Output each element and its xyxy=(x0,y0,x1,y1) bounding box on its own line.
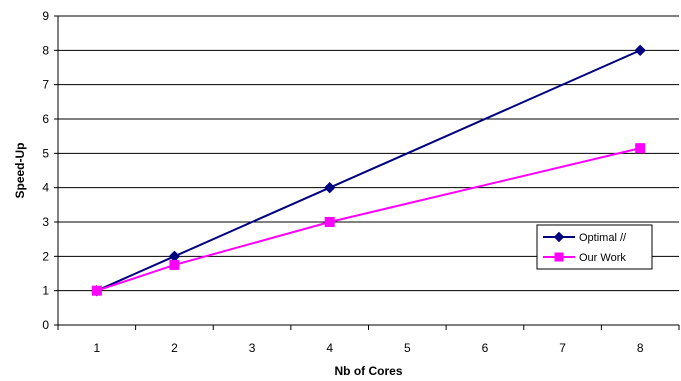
series-line xyxy=(96,147,641,292)
legend-label: Optimal // xyxy=(579,232,627,244)
y-tick-label: 5 xyxy=(42,146,49,160)
x-tick-labels: 1 2 3 4 5 6 7 8 xyxy=(93,341,643,355)
data-point xyxy=(635,143,646,154)
legend-item: Optimal // xyxy=(543,231,627,244)
x-tick-label: 8 xyxy=(637,341,644,355)
legend: Optimal // Our Work xyxy=(536,224,653,270)
x-axis-title: Nb of Cores xyxy=(334,364,402,378)
x-tick-label: 1 xyxy=(93,341,100,355)
axes xyxy=(54,15,680,330)
data-point xyxy=(169,259,180,270)
y-tick-label: 6 xyxy=(42,112,49,126)
y-tick-label: 4 xyxy=(42,181,49,195)
y-tick-label: 8 xyxy=(42,43,49,57)
x-tick-label: 2 xyxy=(171,341,178,355)
series-group xyxy=(91,44,646,297)
y-axis-title: Speed-Up xyxy=(13,142,27,198)
x-tick-label: 6 xyxy=(482,341,489,355)
x-tick-label: 3 xyxy=(249,341,256,355)
series-our-work xyxy=(91,143,646,296)
data-point xyxy=(553,231,565,243)
data-point xyxy=(324,217,335,227)
data-point xyxy=(323,181,336,194)
y-tick-label: 7 xyxy=(42,78,49,92)
y-tick-label: 0 xyxy=(42,318,49,332)
data-point xyxy=(554,252,564,262)
x-tick-label: 4 xyxy=(326,341,333,355)
series-line xyxy=(96,49,641,292)
x-tick-label: 5 xyxy=(404,341,411,355)
data-point xyxy=(168,250,181,263)
legend-label: Our Work xyxy=(579,252,626,264)
legend-box xyxy=(536,224,653,270)
y-tick-label: 3 xyxy=(42,215,49,229)
legend-item: Our Work xyxy=(543,252,626,264)
x-tick-label: 7 xyxy=(559,341,566,355)
y-tick-label: 2 xyxy=(42,249,49,263)
gridlines xyxy=(58,15,679,292)
y-tick-label: 1 xyxy=(42,284,49,298)
y-tick-labels: 0 1 2 3 4 5 6 7 8 9 xyxy=(42,9,49,332)
data-point xyxy=(91,285,102,296)
data-point xyxy=(634,44,646,57)
y-tick-label: 9 xyxy=(42,9,49,23)
